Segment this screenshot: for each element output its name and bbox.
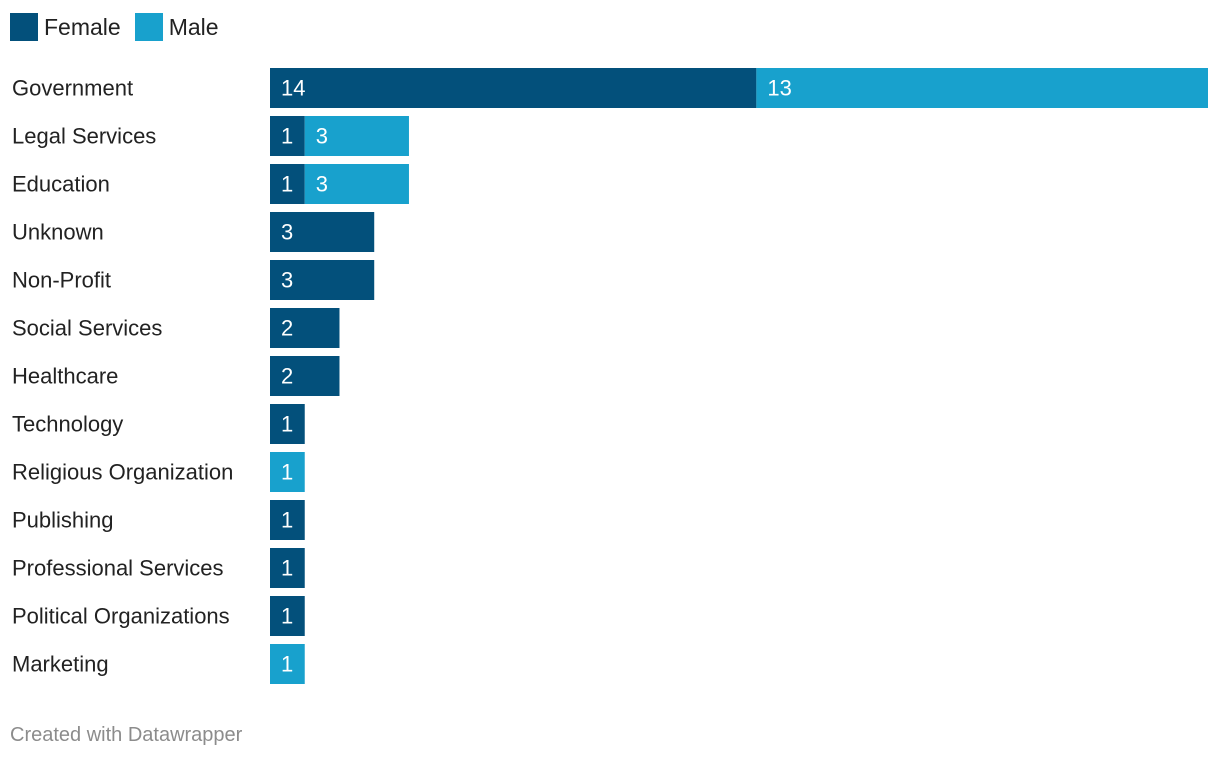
legend-item-male: Male bbox=[134, 13, 219, 41]
data-label-political-organizations-female: 1 bbox=[281, 604, 293, 629]
data-label-education-male: 3 bbox=[316, 172, 328, 197]
data-label-government-male: 13 bbox=[767, 76, 791, 101]
bar-education-male bbox=[304, 164, 409, 204]
category-label-technology: Technology bbox=[12, 412, 123, 437]
legend-label-male: Male bbox=[168, 13, 219, 40]
bar-social-services-female bbox=[270, 308, 340, 348]
data-label-social-services-female: 2 bbox=[281, 316, 293, 341]
footer-credit: Created with Datawrapper bbox=[10, 724, 243, 746]
data-label-publishing-female: 1 bbox=[281, 508, 293, 533]
bar-education-female bbox=[270, 164, 305, 204]
bar-political-organizations-female bbox=[270, 596, 305, 636]
category-label-non-profit: Non-Profit bbox=[12, 268, 111, 293]
bar-healthcare-female bbox=[270, 356, 340, 396]
data-label-healthcare-female: 2 bbox=[281, 364, 293, 389]
category-label-professional-services: Professional Services bbox=[12, 556, 224, 581]
bar-religious-organization-male bbox=[270, 452, 305, 492]
category-label-legal-services: Legal Services bbox=[12, 124, 156, 149]
bar-non-profit-female bbox=[270, 260, 375, 300]
category-label-unknown: Unknown bbox=[12, 220, 104, 245]
category-label-government: Government bbox=[12, 76, 133, 101]
data-label-legal-services-male: 3 bbox=[316, 124, 328, 149]
bar-marketing-male bbox=[270, 644, 305, 684]
data-label-non-profit-female: 3 bbox=[281, 268, 293, 293]
data-label-unknown-female: 3 bbox=[281, 220, 293, 245]
legend-swatch-male bbox=[134, 13, 163, 41]
bar-unknown-female bbox=[270, 212, 375, 252]
bar-technology-female bbox=[270, 404, 305, 444]
data-label-education-female: 1 bbox=[281, 172, 293, 197]
data-label-professional-services-female: 1 bbox=[281, 556, 293, 581]
bar-professional-services-female bbox=[270, 548, 305, 588]
category-label-healthcare: Healthcare bbox=[12, 364, 118, 389]
data-label-marketing-male: 1 bbox=[281, 652, 293, 677]
category-label-publishing: Publishing bbox=[12, 508, 114, 533]
data-label-legal-services-female: 1 bbox=[281, 124, 293, 149]
category-label-marketing: Marketing bbox=[12, 652, 109, 677]
category-label-social-services: Social Services bbox=[12, 316, 162, 341]
bar-government-female bbox=[270, 68, 757, 108]
bar-publishing-female bbox=[270, 500, 305, 540]
data-label-government-female: 14 bbox=[281, 76, 305, 101]
chart-legend: Female Male bbox=[10, 12, 233, 42]
category-label-education: Education bbox=[12, 172, 110, 197]
legend-label-female: Female bbox=[44, 13, 121, 40]
data-label-religious-organization-male: 1 bbox=[281, 460, 293, 485]
category-label-religious-organization: Religious Organization bbox=[12, 460, 233, 485]
category-label-political-organizations: Political Organizations bbox=[12, 604, 230, 629]
legend-item-female: Female bbox=[10, 13, 121, 41]
bar-government-male bbox=[756, 68, 1208, 108]
data-label-technology-female: 1 bbox=[281, 412, 293, 437]
bar-legal-services-female bbox=[270, 116, 305, 156]
bar-legal-services-male bbox=[304, 116, 409, 156]
legend-swatch-female bbox=[10, 13, 38, 41]
